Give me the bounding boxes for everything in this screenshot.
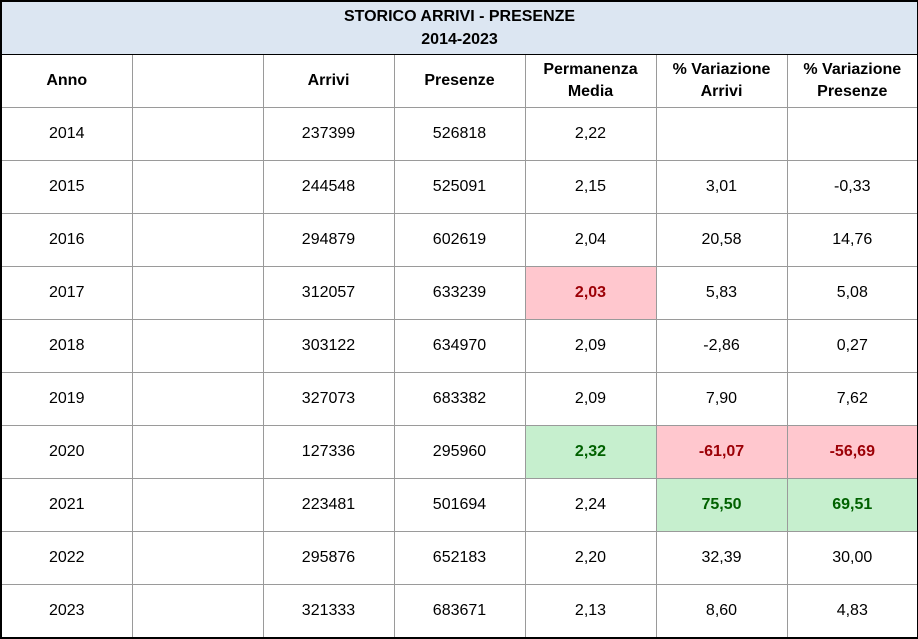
header-permanenza-media: Permanenza Media [524, 54, 657, 108]
cell-permanenza: 2,13 [524, 584, 657, 639]
table-title: STORICO ARRIVI - PRESENZE 2014-2023 [0, 0, 918, 55]
cell-var-presenze: 0,27 [786, 319, 918, 373]
table-row: 2014 237399 526818 2,22 [0, 107, 918, 161]
cell-presenze: 501694 [393, 478, 526, 532]
cell-anno: 2017 [0, 266, 133, 320]
cell-blank [131, 319, 264, 373]
cell-var-presenze: 4,83 [786, 584, 918, 639]
cell-var-arrivi [655, 107, 788, 161]
cell-var-presenze-min-highlight: -56,69 [786, 425, 918, 479]
cell-presenze: 525091 [393, 160, 526, 214]
cell-arrivi: 127336 [262, 425, 395, 479]
cell-arrivi: 312057 [262, 266, 395, 320]
cell-var-arrivi: 20,58 [655, 213, 788, 267]
cell-anno: 2014 [0, 107, 133, 161]
header-var-arrivi-line2: Arrivi [700, 83, 743, 100]
cell-blank [131, 425, 264, 479]
cell-anno: 2022 [0, 531, 133, 585]
cell-var-presenze: 30,00 [786, 531, 918, 585]
table-row: 2022 295876 652183 2,20 32,39 30,00 [0, 531, 918, 585]
cell-presenze: 683671 [393, 584, 526, 639]
cell-presenze: 295960 [393, 425, 526, 479]
header-blank [131, 54, 264, 108]
cell-presenze: 602619 [393, 213, 526, 267]
table-title-main: STORICO ARRIVI - PRESENZE [343, 8, 576, 25]
header-anno: Anno [0, 54, 133, 108]
table-row: 2019 327073 683382 2,09 7,90 7,62 [0, 372, 918, 426]
header-arrivi: Arrivi [262, 54, 395, 108]
cell-arrivi: 303122 [262, 319, 395, 373]
table-row: 2021 223481 501694 2,24 75,50 69,51 [0, 478, 918, 532]
table-row: 2017 312057 633239 2,03 5,83 5,08 [0, 266, 918, 320]
cell-var-presenze: 7,62 [786, 372, 918, 426]
cell-blank [131, 372, 264, 426]
header-var-presenze-line1: % Variazione [803, 61, 902, 78]
cell-permanenza: 2,22 [524, 107, 657, 161]
cell-anno: 2018 [0, 319, 133, 373]
title-row: STORICO ARRIVI - PRESENZE 2014-2023 [0, 0, 918, 55]
cell-permanenza: 2,09 [524, 319, 657, 373]
cell-blank [131, 160, 264, 214]
cell-presenze: 633239 [393, 266, 526, 320]
cell-var-arrivi: -2,86 [655, 319, 788, 373]
cell-arrivi: 294879 [262, 213, 395, 267]
cell-var-arrivi-max-highlight: 75,50 [655, 478, 788, 532]
header-presenze: Presenze [393, 54, 526, 108]
cell-permanenza: 2,09 [524, 372, 657, 426]
cell-anno: 2023 [0, 584, 133, 639]
cell-arrivi: 321333 [262, 584, 395, 639]
cell-presenze: 526818 [393, 107, 526, 161]
cell-var-arrivi: 5,83 [655, 266, 788, 320]
cell-presenze: 652183 [393, 531, 526, 585]
table-title-period: 2014-2023 [421, 31, 498, 48]
header-row: Anno Arrivi Presenze Permanenza Media % … [0, 54, 918, 108]
table-row: 2016 294879 602619 2,04 20,58 14,76 [0, 213, 918, 267]
cell-var-arrivi: 8,60 [655, 584, 788, 639]
cell-arrivi: 223481 [262, 478, 395, 532]
cell-blank [131, 107, 264, 161]
cell-arrivi: 295876 [262, 531, 395, 585]
cell-anno: 2015 [0, 160, 133, 214]
cell-blank [131, 584, 264, 639]
cell-var-presenze: 5,08 [786, 266, 918, 320]
cell-anno: 2016 [0, 213, 133, 267]
table-row: 2023 321333 683671 2,13 8,60 4,83 [0, 584, 918, 639]
header-permanenza-line1: Permanenza [543, 61, 638, 78]
table-row: 2018 303122 634970 2,09 -2,86 0,27 [0, 319, 918, 373]
cell-permanenza: 2,24 [524, 478, 657, 532]
header-permanenza-line2: Media [567, 83, 614, 100]
cell-presenze: 683382 [393, 372, 526, 426]
cell-anno: 2019 [0, 372, 133, 426]
cell-var-presenze [786, 107, 918, 161]
table-row: 2020 127336 295960 2,32 -61,07 -56,69 [0, 425, 918, 479]
cell-var-arrivi: 32,39 [655, 531, 788, 585]
cell-blank [131, 213, 264, 267]
cell-var-presenze: -0,33 [786, 160, 918, 214]
cell-var-arrivi-min-highlight: -61,07 [655, 425, 788, 479]
cell-blank [131, 531, 264, 585]
header-variazione-presenze: % Variazione Presenze [786, 54, 918, 108]
cell-var-presenze: 14,76 [786, 213, 918, 267]
cell-blank [131, 266, 264, 320]
cell-var-presenze-max-highlight: 69,51 [786, 478, 918, 532]
cell-permanenza: 2,15 [524, 160, 657, 214]
cell-arrivi: 237399 [262, 107, 395, 161]
cell-permanenza-max-highlight: 2,32 [524, 425, 657, 479]
table-row: 2015 244548 525091 2,15 3,01 -0,33 [0, 160, 918, 214]
cell-blank [131, 478, 264, 532]
cell-arrivi: 327073 [262, 372, 395, 426]
cell-var-arrivi: 7,90 [655, 372, 788, 426]
cell-permanenza: 2,20 [524, 531, 657, 585]
cell-presenze: 634970 [393, 319, 526, 373]
cell-var-arrivi: 3,01 [655, 160, 788, 214]
cell-permanenza: 2,04 [524, 213, 657, 267]
header-variazione-arrivi: % Variazione Arrivi [655, 54, 788, 108]
cell-permanenza-min-highlight: 2,03 [524, 266, 657, 320]
cell-anno: 2020 [0, 425, 133, 479]
header-var-presenze-line2: Presenze [817, 83, 888, 100]
cell-arrivi: 244548 [262, 160, 395, 214]
header-var-arrivi-line1: % Variazione [672, 61, 771, 78]
cell-anno: 2021 [0, 478, 133, 532]
